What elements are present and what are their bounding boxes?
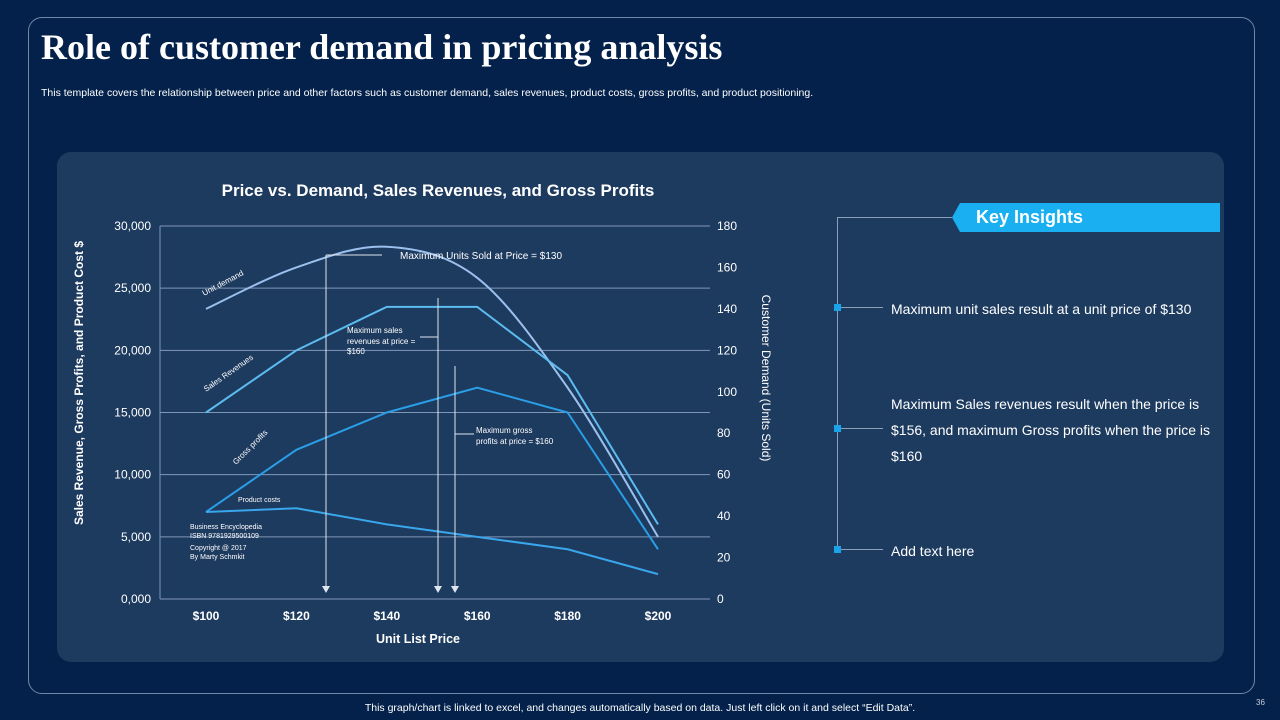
svg-text:Business Encyclopedia: Business Encyclopedia (190, 524, 262, 531)
series-line-unit-demand[interactable] (205, 245, 659, 538)
series-label-product-costs: Product costs (238, 497, 281, 504)
y-tick-label: 25,000 (114, 281, 151, 295)
page-number: 36 (1256, 698, 1265, 707)
insight-item: Add text here (891, 543, 975, 559)
source-note: Business Encyclopedia ISBN 9781929500109… (190, 524, 262, 561)
y-tick-label: 15,000 (114, 406, 151, 420)
insight-item: Maximum unit sales result at a unit pric… (891, 301, 1192, 317)
x-tick-label: $120 (283, 609, 310, 623)
svg-text:ISBN 9781929500109: ISBN 9781929500109 (190, 533, 259, 540)
x-tick-label: $180 (554, 609, 581, 623)
insights-connector-top (837, 217, 952, 218)
y-axis-ticks: 0,000 5,000 10,000 15,000 20,000 25,000 30,000 (114, 219, 151, 606)
series-line-gross-profits[interactable] (205, 386, 659, 550)
y2-axis-ticks: 0 20 40 60 80 100 120 140 160 180 (717, 219, 737, 606)
key-insights-title: Key Insights (976, 207, 1084, 227)
y-tick-label: 30,000 (114, 219, 151, 233)
y-tick-label: 5,000 (121, 530, 151, 544)
x-axis-ticks: $100 $120 $140 $160 $180 $200 (193, 609, 672, 623)
bullet-square-icon (834, 425, 841, 432)
x-tick-label: $100 (193, 609, 220, 623)
bullet-connector (841, 549, 883, 550)
y-tick-label: 0,000 (121, 592, 151, 606)
insights-connector (837, 217, 838, 550)
footer-note: This graph/chart is linked to excel, and… (364, 702, 916, 714)
chart-title: Price vs. Demand, Sales Revenues, and Gr… (222, 181, 655, 200)
y2-tick-label: 140 (717, 302, 737, 316)
y2-tick-label: 100 (717, 385, 737, 399)
y-tick-label: 10,000 (114, 468, 151, 482)
chart-panel (57, 152, 1224, 662)
series-line-product-costs[interactable] (205, 507, 659, 576)
key-insights-header: Key Insights (952, 203, 1220, 232)
slide-title: Role of customer demand in pricing analy… (41, 27, 723, 67)
x-tick-label: $160 (464, 609, 491, 623)
slide-subtitle: This template covers the relationship be… (41, 87, 814, 99)
annotation-arrows (325, 254, 474, 590)
y2-tick-label: 120 (717, 343, 737, 357)
x-tick-label: $140 (373, 609, 400, 623)
series-label-gross-profits: Gross profits (231, 428, 269, 466)
series-line-sales-revenues[interactable] (205, 305, 659, 525)
y2-tick-label: 0 (717, 592, 724, 606)
arrow-heads (322, 586, 459, 593)
y-axis-label: Sales Revenue, Gross Profits, and Produc… (72, 241, 86, 525)
bullet-connector (841, 428, 883, 429)
bullet-connector (841, 307, 883, 308)
y2-tick-label: 160 (717, 260, 737, 274)
annotation-max-units: Maximum Units Sold at Price = $130 (400, 251, 562, 262)
y2-axis-label: Customer Demand (Units Sold) (759, 295, 773, 462)
insight-item: Maximum Sales revenues result when the p… (891, 396, 1211, 464)
x-axis-label: Unit List Price (376, 632, 460, 646)
x-tick-label: $200 (645, 609, 672, 623)
bullet-square-icon (834, 304, 841, 311)
y2-tick-label: 180 (717, 219, 737, 233)
svg-text:Copyright @ 2017: Copyright @ 2017 (190, 545, 247, 552)
annotation-max-profits: Maximum gross profits at price = $160 (476, 426, 553, 446)
series-label-sales-revenues: Sales Revenues (202, 353, 255, 394)
y-tick-label: 20,000 (114, 343, 151, 357)
y2-tick-label: 80 (717, 426, 731, 440)
svg-text:By Marty Schmkit: By Marty Schmkit (190, 554, 245, 561)
y2-tick-label: 40 (717, 509, 731, 523)
gridlines (159, 225, 710, 600)
bullet-square-icon (834, 546, 841, 553)
y2-tick-label: 20 (717, 551, 731, 565)
series-lines (205, 245, 659, 576)
annotation-max-sales: Maximum sales revenues at price = $160 (347, 326, 415, 356)
slide-frame (28, 17, 1255, 694)
y2-tick-label: 60 (717, 468, 731, 482)
